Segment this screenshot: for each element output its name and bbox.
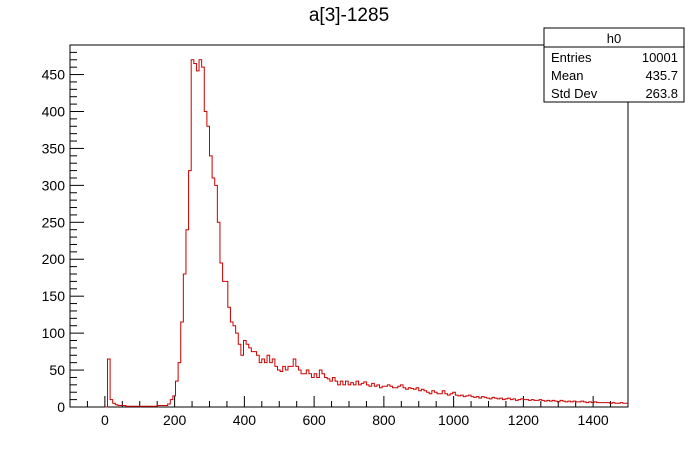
y-tick-label: 300 (42, 177, 66, 193)
x-tick-label: 800 (372, 412, 396, 428)
stats-box-frame (543, 27, 685, 103)
x-tick-label: 1000 (438, 412, 469, 428)
stats-value-mean: 435.7 (645, 68, 678, 83)
x-tick-label: 1400 (578, 412, 609, 428)
stats-label-entries: Entries (551, 50, 592, 65)
y-tick-label: 0 (57, 399, 65, 415)
x-axis-labels: 0 200 400 600 800 1000 1200 1400 (101, 412, 609, 428)
y-tick-label: 250 (42, 214, 66, 230)
stats-label-std-dev: Std Dev (551, 86, 598, 101)
x-tick-label: 1200 (508, 412, 539, 428)
y-axis-labels: 0 50 100 150 200 250 300 350 400 450 (42, 67, 66, 415)
stats-value-entries: 10001 (642, 50, 678, 65)
stats-box-name: h0 (607, 31, 621, 46)
x-tick-label: 400 (233, 412, 257, 428)
stats-label-mean: Mean (551, 68, 584, 83)
stats-value-std-dev: 263.8 (645, 86, 678, 101)
y-tick-label: 450 (42, 67, 66, 83)
histogram-series-line (104, 59, 628, 408)
axis-ticks (69, 44, 629, 408)
x-tick-label: 600 (302, 412, 326, 428)
y-tick-label: 200 (42, 251, 66, 267)
y-tick-label: 100 (42, 325, 66, 341)
y-tick-label: 50 (49, 362, 65, 378)
y-tick-label: 350 (42, 140, 66, 156)
chart-title: a[3]-1285 (309, 5, 389, 26)
x-tick-label: 200 (163, 412, 187, 428)
stats-box: h0 Entries 10001 Mean 435.7 Std Dev 263.… (543, 27, 685, 103)
x-tick-label: 0 (101, 412, 109, 428)
y-tick-label: 150 (42, 288, 66, 304)
y-tick-label: 400 (42, 103, 66, 119)
